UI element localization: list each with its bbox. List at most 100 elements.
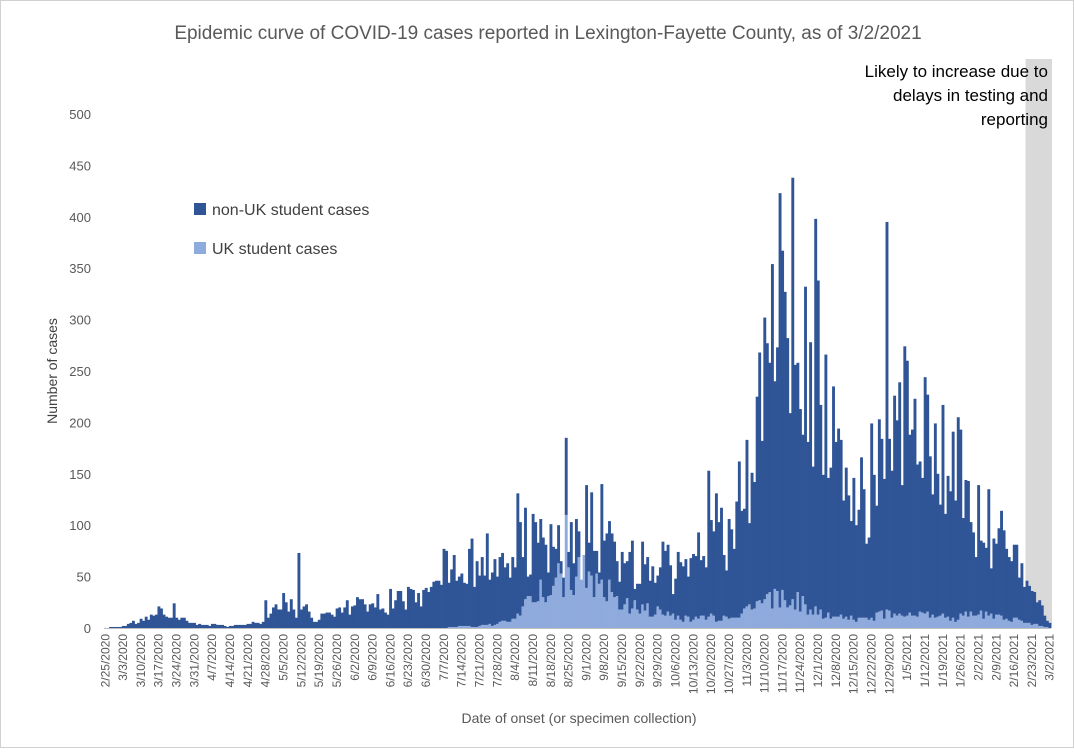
bar-uk — [742, 608, 746, 628]
bar-uk — [844, 616, 848, 628]
bar-uk — [707, 616, 711, 628]
bar-non-uk — [977, 485, 981, 615]
bar-uk — [816, 614, 820, 628]
bar-uk — [669, 615, 673, 628]
bar-uk — [498, 621, 502, 628]
bar-uk — [885, 609, 889, 628]
bar-non-uk — [401, 601, 405, 628]
bar-uk — [923, 613, 927, 628]
bar-non-uk — [427, 592, 431, 628]
bar-non-uk — [343, 607, 347, 628]
bar-uk — [730, 617, 734, 628]
bar-non-uk — [921, 477, 925, 613]
bar-non-uk — [783, 291, 787, 601]
bar-non-uk — [409, 588, 413, 628]
bar-non-uk — [969, 522, 973, 612]
bar-non-uk — [577, 531, 581, 558]
bar-uk — [697, 618, 701, 628]
bar-uk — [910, 615, 914, 628]
bar-uk — [765, 594, 769, 628]
bar-uk — [862, 617, 866, 628]
bar-non-uk — [913, 398, 917, 616]
bar-uk — [781, 589, 785, 628]
bar-uk — [580, 579, 583, 628]
bar-uk — [569, 589, 573, 628]
x-tick-label: 5/5/2020 — [276, 634, 290, 681]
bar-uk — [984, 611, 988, 628]
bar-uk — [722, 615, 726, 628]
bar-non-uk — [643, 564, 647, 611]
bar-non-uk — [781, 250, 785, 590]
x-tick-label: 4/21/2020 — [241, 634, 255, 688]
y-tick-label: 200 — [69, 415, 91, 430]
bar-non-uk — [218, 624, 222, 628]
bar-non-uk — [748, 523, 751, 605]
bar-non-uk — [865, 543, 869, 618]
bar-uk — [1010, 621, 1014, 628]
x-tick-label: 4/28/2020 — [259, 634, 273, 688]
bar-non-uk — [686, 576, 690, 617]
bar-non-uk — [200, 624, 204, 628]
bar-non-uk — [534, 522, 538, 603]
bar-uk — [944, 617, 947, 628]
bar-uk — [712, 615, 716, 628]
bar-non-uk — [877, 419, 881, 612]
bar-non-uk — [195, 624, 199, 628]
bar-non-uk — [994, 543, 998, 615]
bar-non-uk — [246, 623, 250, 628]
bar-non-uk — [776, 347, 779, 591]
bar-non-uk — [679, 562, 683, 620]
bar-non-uk — [562, 577, 566, 598]
bar-uk — [475, 626, 479, 628]
bar-uk — [529, 596, 533, 628]
x-tick-label: 6/23/2020 — [401, 634, 415, 688]
bar-non-uk — [307, 611, 311, 628]
bar-non-uk — [114, 626, 118, 628]
bar-non-uk — [658, 567, 662, 610]
bar-non-uk — [277, 609, 281, 628]
bar-non-uk — [142, 620, 146, 628]
x-tick-label: 1/19/2021 — [936, 634, 950, 688]
bar-non-uk — [628, 551, 632, 614]
bar-non-uk — [633, 588, 637, 601]
bar-non-uk — [882, 478, 886, 619]
bar-uk — [717, 620, 721, 628]
y-tick-label: 100 — [69, 518, 91, 533]
bar-uk — [778, 607, 782, 628]
bar-non-uk — [867, 537, 871, 620]
bar-non-uk — [1045, 620, 1049, 627]
bar-non-uk — [325, 612, 329, 628]
bar-uk — [720, 620, 723, 628]
bar-uk — [501, 620, 505, 628]
bar-non-uk — [704, 567, 708, 620]
bar-non-uk — [473, 586, 477, 627]
legend: non-UK student cases UK student cases — [194, 202, 369, 258]
bar-uk — [1020, 620, 1024, 628]
bar-uk — [814, 606, 818, 628]
bar-non-uk — [974, 557, 978, 616]
bar-uk — [763, 599, 767, 628]
bar-non-uk — [699, 560, 703, 616]
bar-uk — [574, 576, 578, 628]
bar-non-uk — [170, 617, 174, 628]
bar-non-uk — [938, 504, 942, 616]
bar-uk — [959, 613, 963, 628]
bar-uk — [595, 573, 599, 628]
bar-uk — [877, 611, 881, 628]
legend-swatch — [194, 242, 206, 254]
bar-uk — [656, 606, 660, 628]
bar-uk — [913, 615, 917, 628]
bar-non-uk — [890, 470, 894, 618]
x-tick-label: 4/14/2020 — [223, 634, 237, 688]
bar-uk — [470, 626, 474, 628]
bar-uk — [832, 616, 835, 628]
bar-non-uk — [786, 338, 790, 608]
bar-non-uk — [798, 409, 802, 612]
bar-non-uk — [223, 625, 227, 628]
bar-non-uk — [198, 623, 202, 628]
bar-non-uk — [587, 542, 591, 572]
legend-label: UK student cases — [212, 241, 337, 258]
bar-non-uk — [340, 612, 344, 628]
bar-uk — [806, 614, 810, 628]
x-tick-label: 3/17/2020 — [152, 634, 166, 688]
